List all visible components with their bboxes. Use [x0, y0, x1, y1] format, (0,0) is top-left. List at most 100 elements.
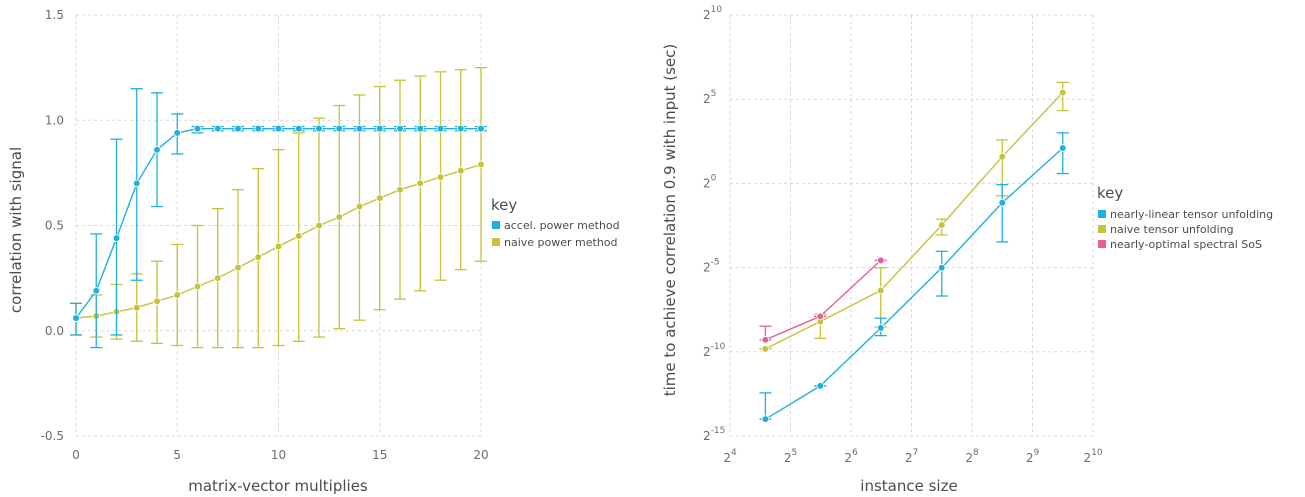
left-data-point: [92, 286, 101, 295]
left-data-point: [213, 274, 222, 282]
right-data-point: [998, 152, 1007, 161]
right-x-tick-label: 24: [723, 448, 737, 465]
right-legend-title: key: [1097, 184, 1123, 202]
left-data-point: [477, 160, 485, 169]
legend-swatch-naive-unfolding: [1098, 225, 1106, 233]
right-x-tick-label: 210: [1083, 448, 1102, 465]
left-series-0: [70, 88, 487, 349]
right-data-point: [761, 345, 770, 353]
left-x-tick-label: 10: [271, 448, 286, 462]
left-data-point: [132, 303, 141, 312]
left-data-point: [477, 124, 485, 133]
right-data-point: [761, 335, 770, 344]
left-legend: key accel. power method naive power meth…: [491, 196, 620, 249]
right-x-tick-label: 26: [844, 448, 858, 465]
right-data-point: [876, 256, 885, 265]
right-x-tick-label: 28: [965, 448, 979, 465]
left-data-point: [234, 263, 242, 272]
left-data-point: [416, 179, 425, 188]
left-y-tick-label: 1.5: [45, 8, 64, 22]
left-data-point: [193, 124, 202, 133]
right-series-0: [759, 132, 1069, 423]
left-tick-labels: 0 5 10 15 20 -0.5 0.0 0.5 1.0 1.5: [41, 8, 489, 462]
left-data-point: [193, 282, 202, 291]
right-series-line: [765, 259, 882, 341]
left-data-point: [335, 213, 344, 221]
right-data-point: [816, 312, 825, 321]
right-y-axis-label: time to achieve correlation 0.9 with inp…: [661, 44, 679, 397]
left-data-point: [456, 124, 465, 133]
legend-label-linear: nearly-linear tensor unfolding: [1110, 208, 1273, 221]
legend-label-accel: accel. power method: [504, 219, 620, 232]
right-data-point: [937, 263, 946, 272]
right-y-tick-label: 2-5: [703, 258, 720, 275]
left-x-tick-label: 0: [72, 448, 80, 462]
left-data-point: [173, 291, 182, 299]
right-x-tick-label: 27: [905, 448, 918, 465]
left-y-tick-label: 0.0: [45, 324, 64, 338]
left-data-point: [436, 124, 445, 133]
right-x-tick-label: 25: [784, 448, 797, 465]
left-data-point: [153, 145, 161, 154]
left-data-point: [274, 242, 283, 251]
left-x-tick-label: 20: [473, 448, 488, 462]
left-data-point: [335, 124, 344, 133]
legend-swatch-naive: [492, 238, 500, 246]
left-data-point: [396, 185, 404, 194]
left-x-tick-label: 15: [372, 448, 387, 462]
right-data-point: [876, 286, 885, 295]
right-x-tick-label: 29: [1026, 448, 1040, 465]
left-data-point: [375, 124, 384, 133]
right-x-axis-label: instance size: [860, 477, 957, 495]
right-data-point: [876, 324, 885, 332]
left-data-point: [213, 124, 222, 133]
left-legend-title: key: [491, 196, 517, 214]
left-y-axis-label: correlation with signal: [7, 147, 25, 313]
right-series-line: [765, 147, 1064, 420]
legend-label-naive-unfolding: naive tensor unfolding: [1110, 223, 1234, 236]
legend-swatch-sos: [1098, 240, 1106, 248]
right-y-tick-label: 25: [703, 89, 716, 106]
left-x-tick-label: 5: [173, 448, 181, 462]
right-data-point: [1058, 144, 1067, 152]
left-data-point: [294, 124, 303, 133]
left-data-point: [315, 221, 323, 230]
left-data-point: [234, 124, 242, 133]
right-series-line: [765, 92, 1064, 350]
right-series-2: [759, 256, 887, 344]
right-y-tick-label: 2-15: [703, 426, 725, 443]
right-legend: key nearly-linear tensor unfolding naive…: [1097, 184, 1273, 251]
left-data-point: [456, 166, 465, 175]
left-data-point: [315, 124, 323, 133]
left-data-point: [274, 124, 283, 133]
left-data-point: [396, 124, 404, 133]
right-data-point: [937, 221, 946, 229]
left-x-axis-label: matrix-vector multiplies: [188, 477, 368, 495]
left-data-point: [375, 194, 384, 202]
right-data-point: [761, 415, 770, 423]
left-y-tick-label: 0.5: [45, 219, 64, 233]
left-y-tick-label: 1.0: [45, 113, 64, 127]
right-data-point: [998, 198, 1007, 207]
right-y-tick-label: 2-10: [703, 342, 726, 359]
left-series-1: [70, 66, 487, 349]
left-data-point: [72, 314, 80, 322]
left-series: [70, 66, 487, 349]
left-data-point: [254, 253, 263, 261]
left-data-point: [173, 129, 182, 137]
right-series: [759, 81, 1069, 423]
left-data-point: [436, 173, 445, 181]
left-y-tick-label: -0.5: [41, 429, 64, 443]
right-y-tick-label: 210: [703, 5, 722, 22]
left-data-point: [153, 297, 161, 306]
right-chart: 24 25 26 27 28 29 210 2-15 2-10 2-5 20 25 210 instan…: [661, 5, 1273, 495]
left-data-point: [294, 232, 303, 240]
left-data-point: [112, 234, 121, 242]
right-tick-labels: 24 25 26 27 28 29 210 2-15 2-10 2-5 20 25 210: [703, 5, 1103, 465]
left-chart: 0 5 10 15 20 -0.5 0.0 0.5 1.0 1.5 matrix-vector m…: [7, 8, 620, 495]
right-y-tick-label: 20: [703, 173, 717, 190]
right-data-point: [1058, 88, 1067, 97]
legend-label-naive: naive power method: [504, 236, 618, 249]
left-data-point: [355, 124, 364, 133]
